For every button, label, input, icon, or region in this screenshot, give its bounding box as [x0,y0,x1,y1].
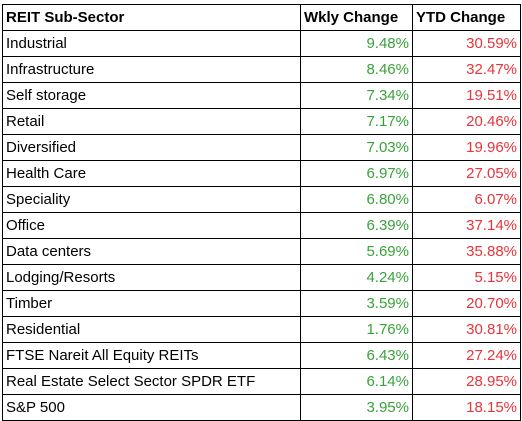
sector-name-cell: Residential [2,316,301,343]
header-wkly-change: Wkly Change [300,4,413,31]
header-sector: REIT Sub-Sector [2,4,301,31]
ytd-change-cell: 5.15% [412,264,521,291]
wkly-change-cell: 7.34% [300,82,413,109]
wkly-change-cell: 8.46% [300,56,413,83]
table-row: Infrastructure 8.46% 32.47% [2,56,521,83]
ytd-change-cell: 19.51% [412,82,521,109]
ytd-change-cell: 32.47% [412,56,521,83]
table-body: Industrial 9.48% 30.59% Infrastructure 8.46%… [2,30,521,421]
ytd-change-cell: 20.70% [412,290,521,317]
ytd-change-cell: 30.59% [412,30,521,57]
wkly-change-cell: 6.39% [300,212,413,239]
table-row: Residential 1.76% 30.81% [2,316,521,343]
table-row: S&P 500 3.95% 18.15% [2,394,521,421]
sector-name-cell: Timber [2,290,301,317]
wkly-change-cell: 3.59% [300,290,413,317]
wkly-change-cell: 6.43% [300,342,413,369]
ytd-change-cell: 20.46% [412,108,521,135]
table-row: Diversified 7.03% 19.96% [2,134,521,161]
sector-name-cell: Lodging/Resorts [2,264,301,291]
ytd-change-cell: 27.05% [412,160,521,187]
wkly-change-cell: 9.48% [300,30,413,57]
table-row: Real Estate Select Sector SPDR ETF 6.14% 2… [2,368,521,395]
sector-name-cell: Real Estate Select Sector SPDR ETF [2,368,301,395]
wkly-change-cell: 7.03% [300,134,413,161]
table-row: Timber 3.59% 20.70% [2,290,521,317]
ytd-change-cell: 19.96% [412,134,521,161]
table-row: Self storage 7.34% 19.51% [2,82,521,109]
header-row: REIT Sub-Sector Wkly Change YTD Change [2,4,521,31]
table-row: Health Care 6.97% 27.05% [2,160,521,187]
sector-name-cell: FTSE Nareit All Equity REITs [2,342,301,369]
ytd-change-cell: 27.24% [412,342,521,369]
wkly-change-cell: 4.24% [300,264,413,291]
table-row: Retail 7.17% 20.46% [2,108,521,135]
ytd-change-cell: 18.15% [412,394,521,421]
ytd-change-cell: 6.07% [412,186,521,213]
ytd-change-cell: 37.14% [412,212,521,239]
sector-name-cell: Data centers [2,238,301,265]
sector-name-cell: Diversified [2,134,301,161]
ytd-change-cell: 28.95% [412,368,521,395]
sector-name-cell: Industrial [2,30,301,57]
wkly-change-cell: 6.97% [300,160,413,187]
ytd-change-cell: 35.88% [412,238,521,265]
ytd-change-cell: 30.81% [412,316,521,343]
wkly-change-cell: 5.69% [300,238,413,265]
table-row: Office 6.39% 37.14% [2,212,521,239]
table-row: FTSE Nareit All Equity REITs 6.43% 27.24% [2,342,521,369]
header-ytd-change: YTD Change [412,4,521,31]
reit-performance-table: REIT Sub-Sector Wkly Change YTD Change I… [2,4,521,421]
wkly-change-cell: 1.76% [300,316,413,343]
sector-name-cell: Health Care [2,160,301,187]
sector-name-cell: Speciality [2,186,301,213]
wkly-change-cell: 6.14% [300,368,413,395]
wkly-change-cell: 6.80% [300,186,413,213]
wkly-change-cell: 3.95% [300,394,413,421]
wkly-change-cell: 7.17% [300,108,413,135]
sector-name-cell: Infrastructure [2,56,301,83]
sector-name-cell: Office [2,212,301,239]
table-row: Speciality 6.80% 6.07% [2,186,521,213]
table-row: Lodging/Resorts 4.24% 5.15% [2,264,521,291]
sector-name-cell: Self storage [2,82,301,109]
sector-name-cell: S&P 500 [2,394,301,421]
sector-name-cell: Retail [2,108,301,135]
table-row: Industrial 9.48% 30.59% [2,30,521,57]
table-row: Data centers 5.69% 35.88% [2,238,521,265]
